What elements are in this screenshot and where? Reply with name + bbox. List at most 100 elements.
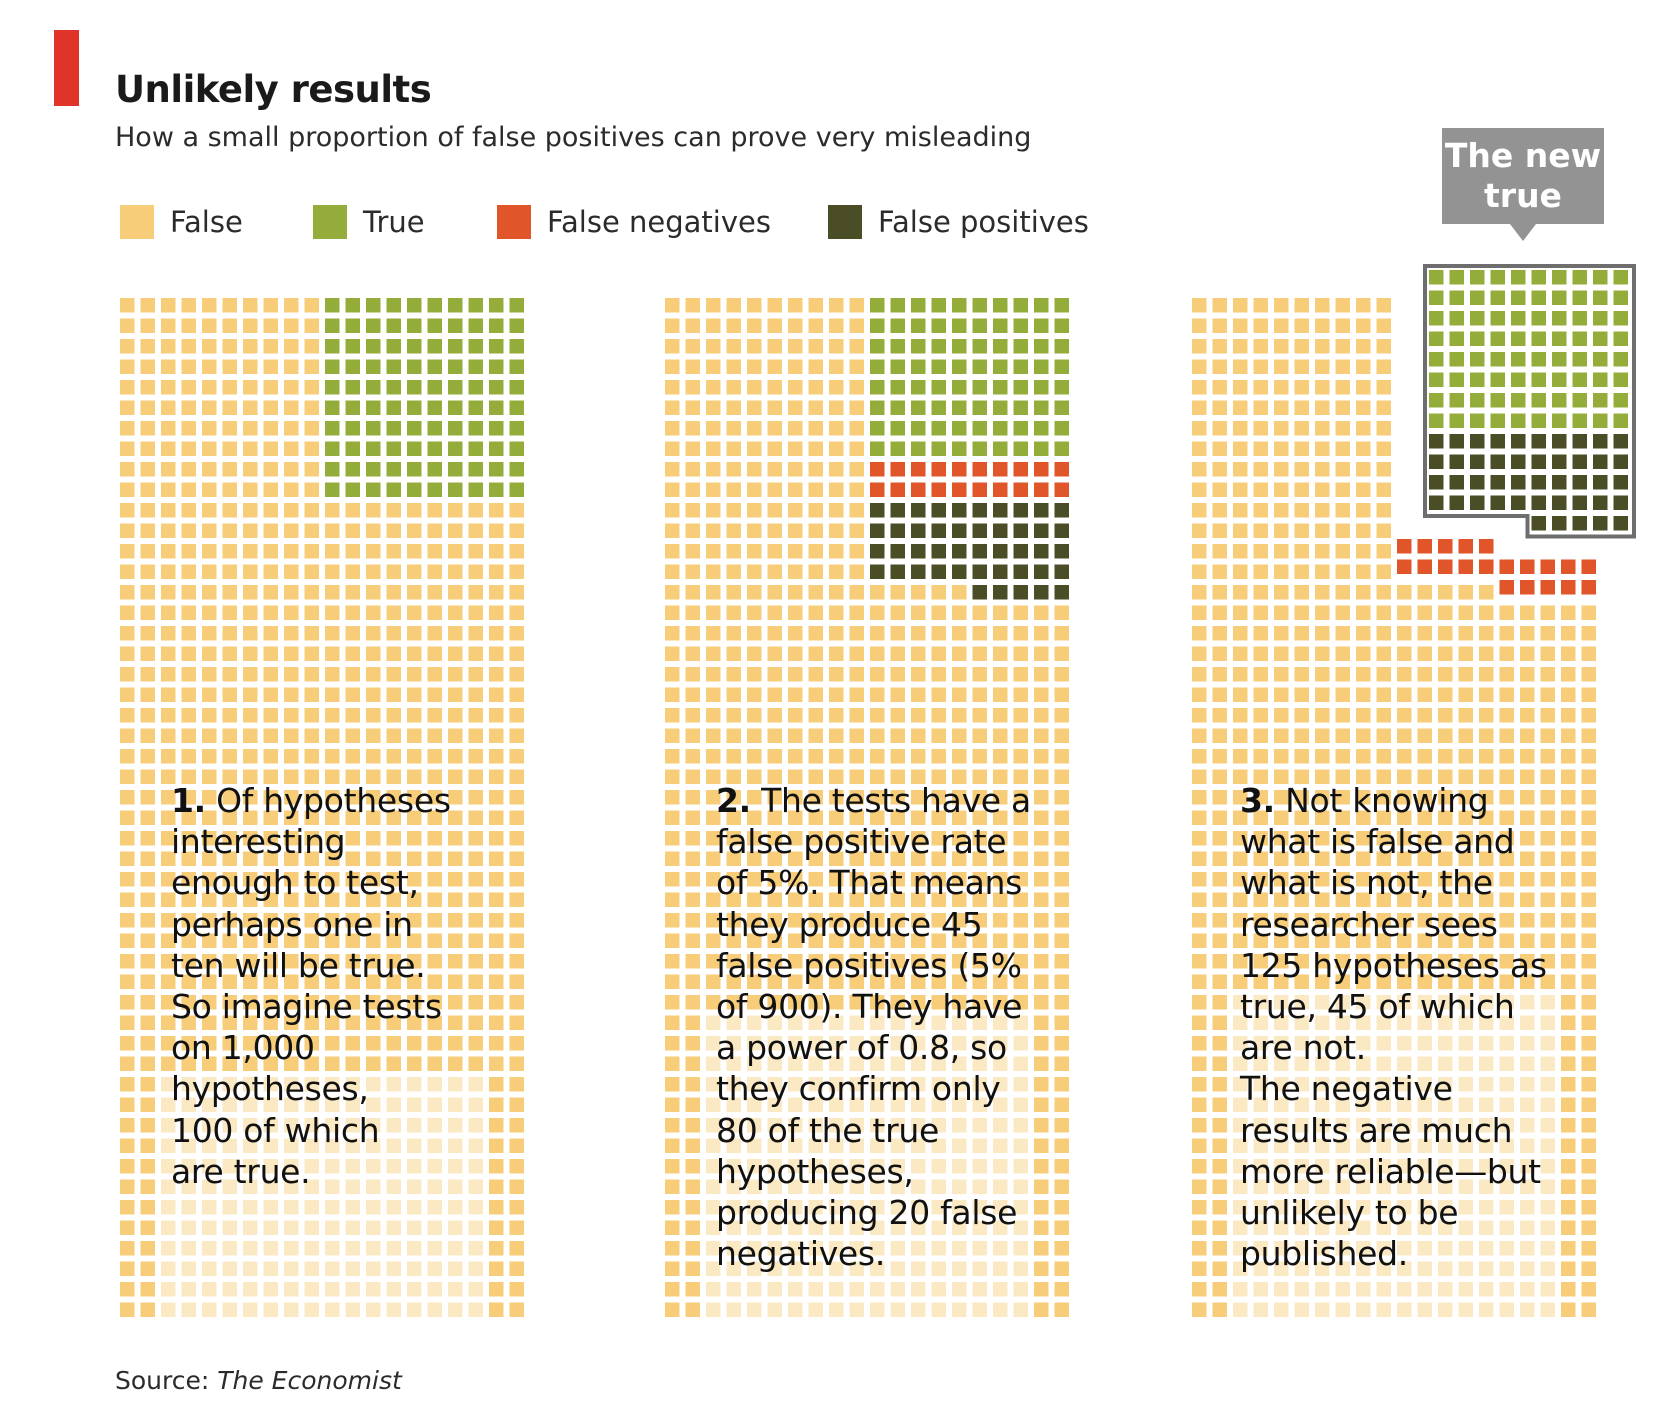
waffle-cell-false — [1438, 1220, 1453, 1235]
waffle-cell-true — [427, 359, 442, 374]
waffle-cell-false — [726, 749, 741, 764]
waffle-cell-false — [448, 1015, 463, 1030]
waffle-cell-false — [993, 1220, 1008, 1235]
waffle-cell-false — [685, 298, 700, 313]
waffle-cell-false — [1274, 1138, 1289, 1153]
waffle-cell-true — [1490, 372, 1505, 387]
waffle-cell-false — [120, 482, 135, 497]
waffle-cell-false — [849, 400, 864, 415]
waffle-cell-false-positives — [1470, 475, 1485, 490]
waffle-cell-false — [1499, 1138, 1514, 1153]
waffle-cell-false — [890, 626, 905, 641]
waffle-cell-false — [788, 298, 803, 313]
waffle-cell-false — [222, 954, 237, 969]
waffle-cell-false — [1479, 1179, 1494, 1194]
waffle-cell-false-negatives — [1520, 580, 1535, 595]
waffle-cell-true — [1034, 441, 1049, 456]
waffle-cell-false — [808, 646, 823, 661]
waffle-cell-false — [1192, 1302, 1207, 1317]
waffle-cell-false — [890, 1220, 905, 1235]
waffle-cell-false — [284, 1138, 299, 1153]
waffle-cell-false — [243, 1138, 258, 1153]
waffle-cell-false — [665, 1241, 680, 1256]
waffle-cell-false — [1294, 1302, 1309, 1317]
waffle-cell-true — [407, 298, 422, 313]
waffle-cell-false — [202, 380, 217, 395]
waffle-cell-false — [726, 482, 741, 497]
waffle-cell-false — [993, 1138, 1008, 1153]
waffle-cell-false-positives — [1449, 475, 1464, 490]
waffle-cell-false — [747, 708, 762, 723]
waffle-cell-false — [870, 1036, 885, 1051]
waffle-cell-false — [726, 974, 741, 989]
waffle-cell-false — [181, 1036, 196, 1051]
waffle-cell-false — [1438, 667, 1453, 682]
waffle-cell-true — [1490, 290, 1505, 305]
waffle-cell-false — [1356, 1036, 1371, 1051]
waffle-cell-true — [345, 318, 360, 333]
waffle-cell-true — [931, 298, 946, 313]
waffle-cell-false — [993, 1015, 1008, 1030]
waffle-cell-false — [202, 1179, 217, 1194]
waffle-cell-false — [747, 1138, 762, 1153]
waffle-cell-false — [1335, 872, 1350, 887]
waffle-cell-false — [140, 380, 155, 395]
waffle-cell-false — [489, 1036, 504, 1051]
waffle-cell-false — [1335, 851, 1350, 866]
waffle-cell-false — [685, 482, 700, 497]
waffle-cell-false — [222, 400, 237, 415]
waffle-cell-false — [931, 790, 946, 805]
waffle-cell-false — [1438, 708, 1453, 723]
waffle-cell-false — [1274, 544, 1289, 559]
waffle-cell-false — [829, 1282, 844, 1297]
waffle-cell-false — [1192, 400, 1207, 415]
waffle-cell-false — [849, 626, 864, 641]
waffle-cell-false — [1540, 708, 1555, 723]
waffle-cell-false — [767, 913, 782, 928]
waffle-cell-false — [284, 667, 299, 682]
waffle-cell-false — [1356, 400, 1371, 415]
waffle-cell-false — [849, 1159, 864, 1174]
waffle-cell-false — [1034, 749, 1049, 764]
waffle-cell-false-positives — [993, 564, 1008, 579]
waffle-cell-false — [489, 933, 504, 948]
waffle-cell-true — [1593, 290, 1608, 305]
waffle-cell-false — [407, 954, 422, 969]
waffle-cell-false-negatives — [1438, 539, 1453, 554]
waffle-cell-false — [1294, 872, 1309, 887]
waffle-cell-false — [1253, 605, 1268, 620]
waffle-cell-false — [993, 1097, 1008, 1112]
waffle-cell-false — [509, 790, 524, 805]
waffle-cell-false — [181, 585, 196, 600]
panel-3-line: what is not, the — [1240, 863, 1493, 903]
waffle-cell-false — [284, 1241, 299, 1256]
waffle-cell-false — [911, 1015, 926, 1030]
waffle-cell-false — [161, 339, 176, 354]
waffle-cell-false — [1499, 790, 1514, 805]
waffle-cell-false — [509, 954, 524, 969]
waffle-cell-false — [1520, 646, 1535, 661]
waffle-cell-false — [1479, 1118, 1494, 1133]
waffle-cell-false — [140, 626, 155, 641]
waffle-cell-false — [263, 1200, 278, 1215]
waffle-cell-false — [407, 769, 422, 784]
waffle-cell-false — [911, 790, 926, 805]
waffle-cell-false — [1356, 441, 1371, 456]
waffle-cell-false — [284, 810, 299, 825]
waffle-cell-false — [890, 1302, 905, 1317]
waffle-cell-true — [1013, 380, 1028, 395]
waffle-cell-false — [161, 1179, 176, 1194]
waffle-cell-false — [1376, 462, 1391, 477]
waffle-cell-false — [1520, 1200, 1535, 1215]
waffle-cell-false — [1233, 1097, 1248, 1112]
waffle-cell-false-positives — [1572, 495, 1587, 510]
waffle-cell-false — [1561, 1077, 1576, 1092]
waffle-cell-false — [222, 1015, 237, 1030]
waffle-cell-false — [1192, 523, 1207, 538]
waffle-cell-false — [366, 728, 381, 743]
waffle-cell-false — [1253, 1261, 1268, 1276]
waffle-cell-false — [468, 503, 483, 518]
waffle-cell-false — [808, 441, 823, 456]
waffle-cell-false — [448, 954, 463, 969]
waffle-cell-false — [1034, 769, 1049, 784]
